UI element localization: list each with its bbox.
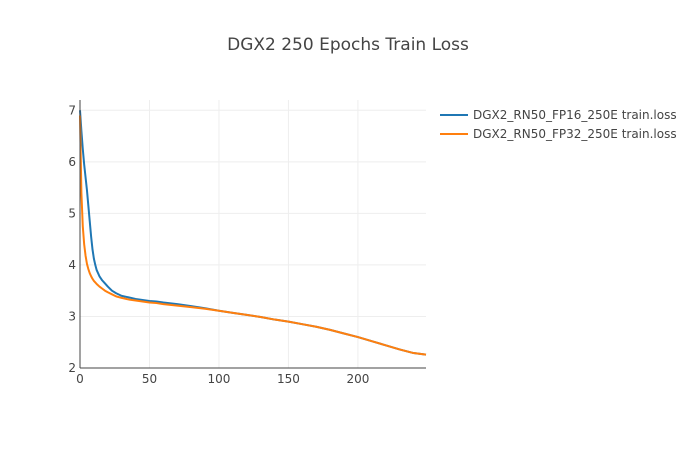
x-tick-label: 150 <box>277 372 300 386</box>
y-tick-label: 4 <box>68 258 76 272</box>
x-tick-label: 50 <box>142 372 157 386</box>
series-line-2 <box>79 115 427 356</box>
legend-label: DGX2_RN50_FP16_250E train.loss <box>473 108 677 122</box>
axes: 0 50 100 150 200 2 3 4 5 6 7 <box>68 100 426 386</box>
legend-item-2[interactable]: DGX2_RN50_FP32_250E train.loss <box>440 127 677 141</box>
series-lines <box>79 110 427 356</box>
y-tick-label: 7 <box>68 103 76 117</box>
y-tick-label: 6 <box>68 155 76 169</box>
legend[interactable]: DGX2_RN50_FP16_250E train.loss DGX2_RN50_… <box>440 108 677 141</box>
x-tick-label: 0 <box>76 372 84 386</box>
series-line-1 <box>79 110 427 356</box>
legend-label: DGX2_RN50_FP32_250E train.loss <box>473 127 677 141</box>
y-tick-label: 2 <box>68 361 76 375</box>
legend-item-1[interactable]: DGX2_RN50_FP16_250E train.loss <box>440 108 677 122</box>
y-tick-label: 5 <box>68 206 76 220</box>
grid <box>80 100 426 368</box>
chart-title: DGX2 250 Epochs Train Loss <box>227 35 469 55</box>
y-tick-label: 3 <box>68 309 76 323</box>
x-tick-label: 100 <box>208 372 231 386</box>
x-tick-label: 200 <box>346 372 369 386</box>
